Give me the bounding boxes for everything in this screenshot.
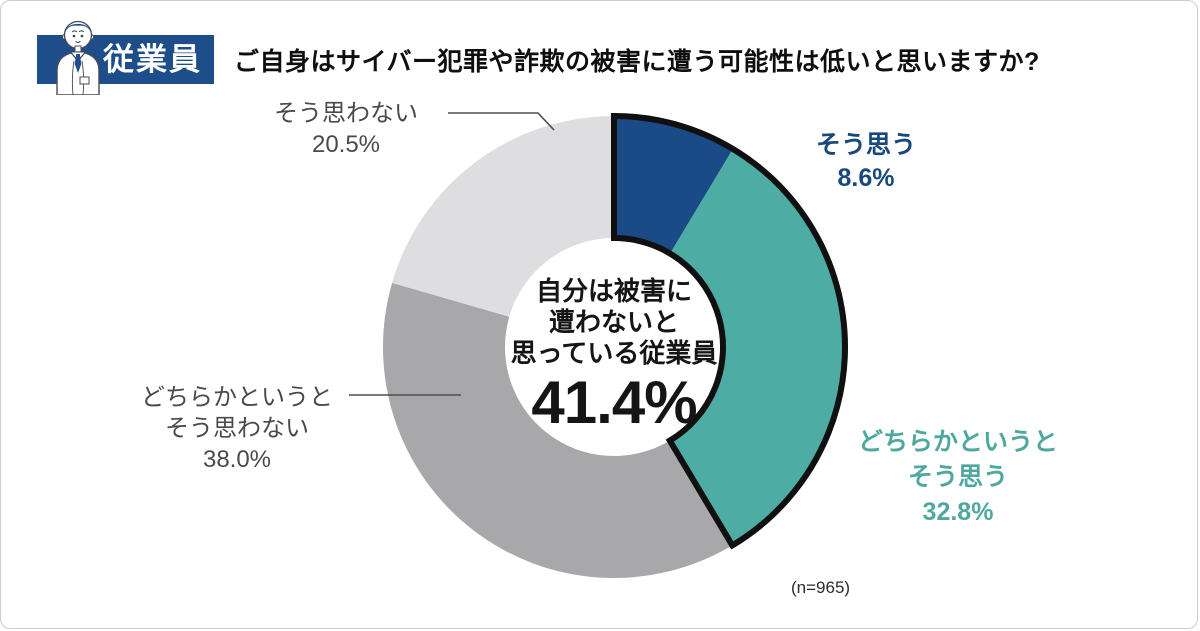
donut-segment-3 bbox=[392, 116, 614, 317]
donut-segment-0 bbox=[614, 116, 733, 254]
callout-disagree-value: 20.5% bbox=[311, 131, 381, 158]
callout-somewhat-agree-value: 32.8% bbox=[922, 498, 994, 526]
donut-segment-1 bbox=[669, 148, 845, 546]
center-label-line-2: 遭わないと bbox=[548, 307, 679, 337]
sample-size-note: (n=965) bbox=[791, 578, 851, 597]
callout-agree-value: 8.6% bbox=[837, 164, 895, 192]
employee-person-icon bbox=[56, 20, 100, 95]
callout-agree: そう思う 8.6% bbox=[766, 129, 966, 195]
highlight-outline bbox=[611, 112, 849, 550]
callout-somewhat-disagree-value: 38.0% bbox=[202, 446, 272, 473]
callout-disagree-label: そう思わない bbox=[274, 100, 418, 127]
center-label-line-3: 思っている従業員 bbox=[510, 338, 718, 368]
callout-disagree: そう思わない 20.5% bbox=[236, 98, 456, 160]
callout-somewhat-disagree-label-1: どちらかというと bbox=[141, 384, 333, 411]
callout-somewhat-agree: どちらかというと そう思う 32.8% bbox=[832, 425, 1084, 530]
callout-somewhat-disagree: どちらかというと そう思わない 38.0% bbox=[111, 382, 363, 475]
callout-somewhat-agree-label-2: そう思う bbox=[907, 463, 1008, 491]
callout-somewhat-agree-label-1: どちらかというと bbox=[857, 428, 1058, 456]
callout-agree-label: そう思う bbox=[815, 131, 916, 159]
callout-somewhat-disagree-label-2: そう思わない bbox=[165, 415, 309, 442]
center-label-value: 41.4% bbox=[531, 369, 697, 436]
donut-segment-2 bbox=[383, 282, 733, 579]
leader-line-disagree bbox=[448, 112, 555, 131]
donut-center-label: 自分は被害に 遭わないと 思っている従業員 41.4% bbox=[494, 276, 734, 435]
employee-badge-label: 従業員 bbox=[103, 42, 202, 77]
center-label-line-1: 自分は被害に bbox=[535, 276, 692, 306]
page-title: ご自身はサイバー犯罪や詐欺の被害に遭う可能性は低いと思いますか? bbox=[234, 48, 1040, 76]
